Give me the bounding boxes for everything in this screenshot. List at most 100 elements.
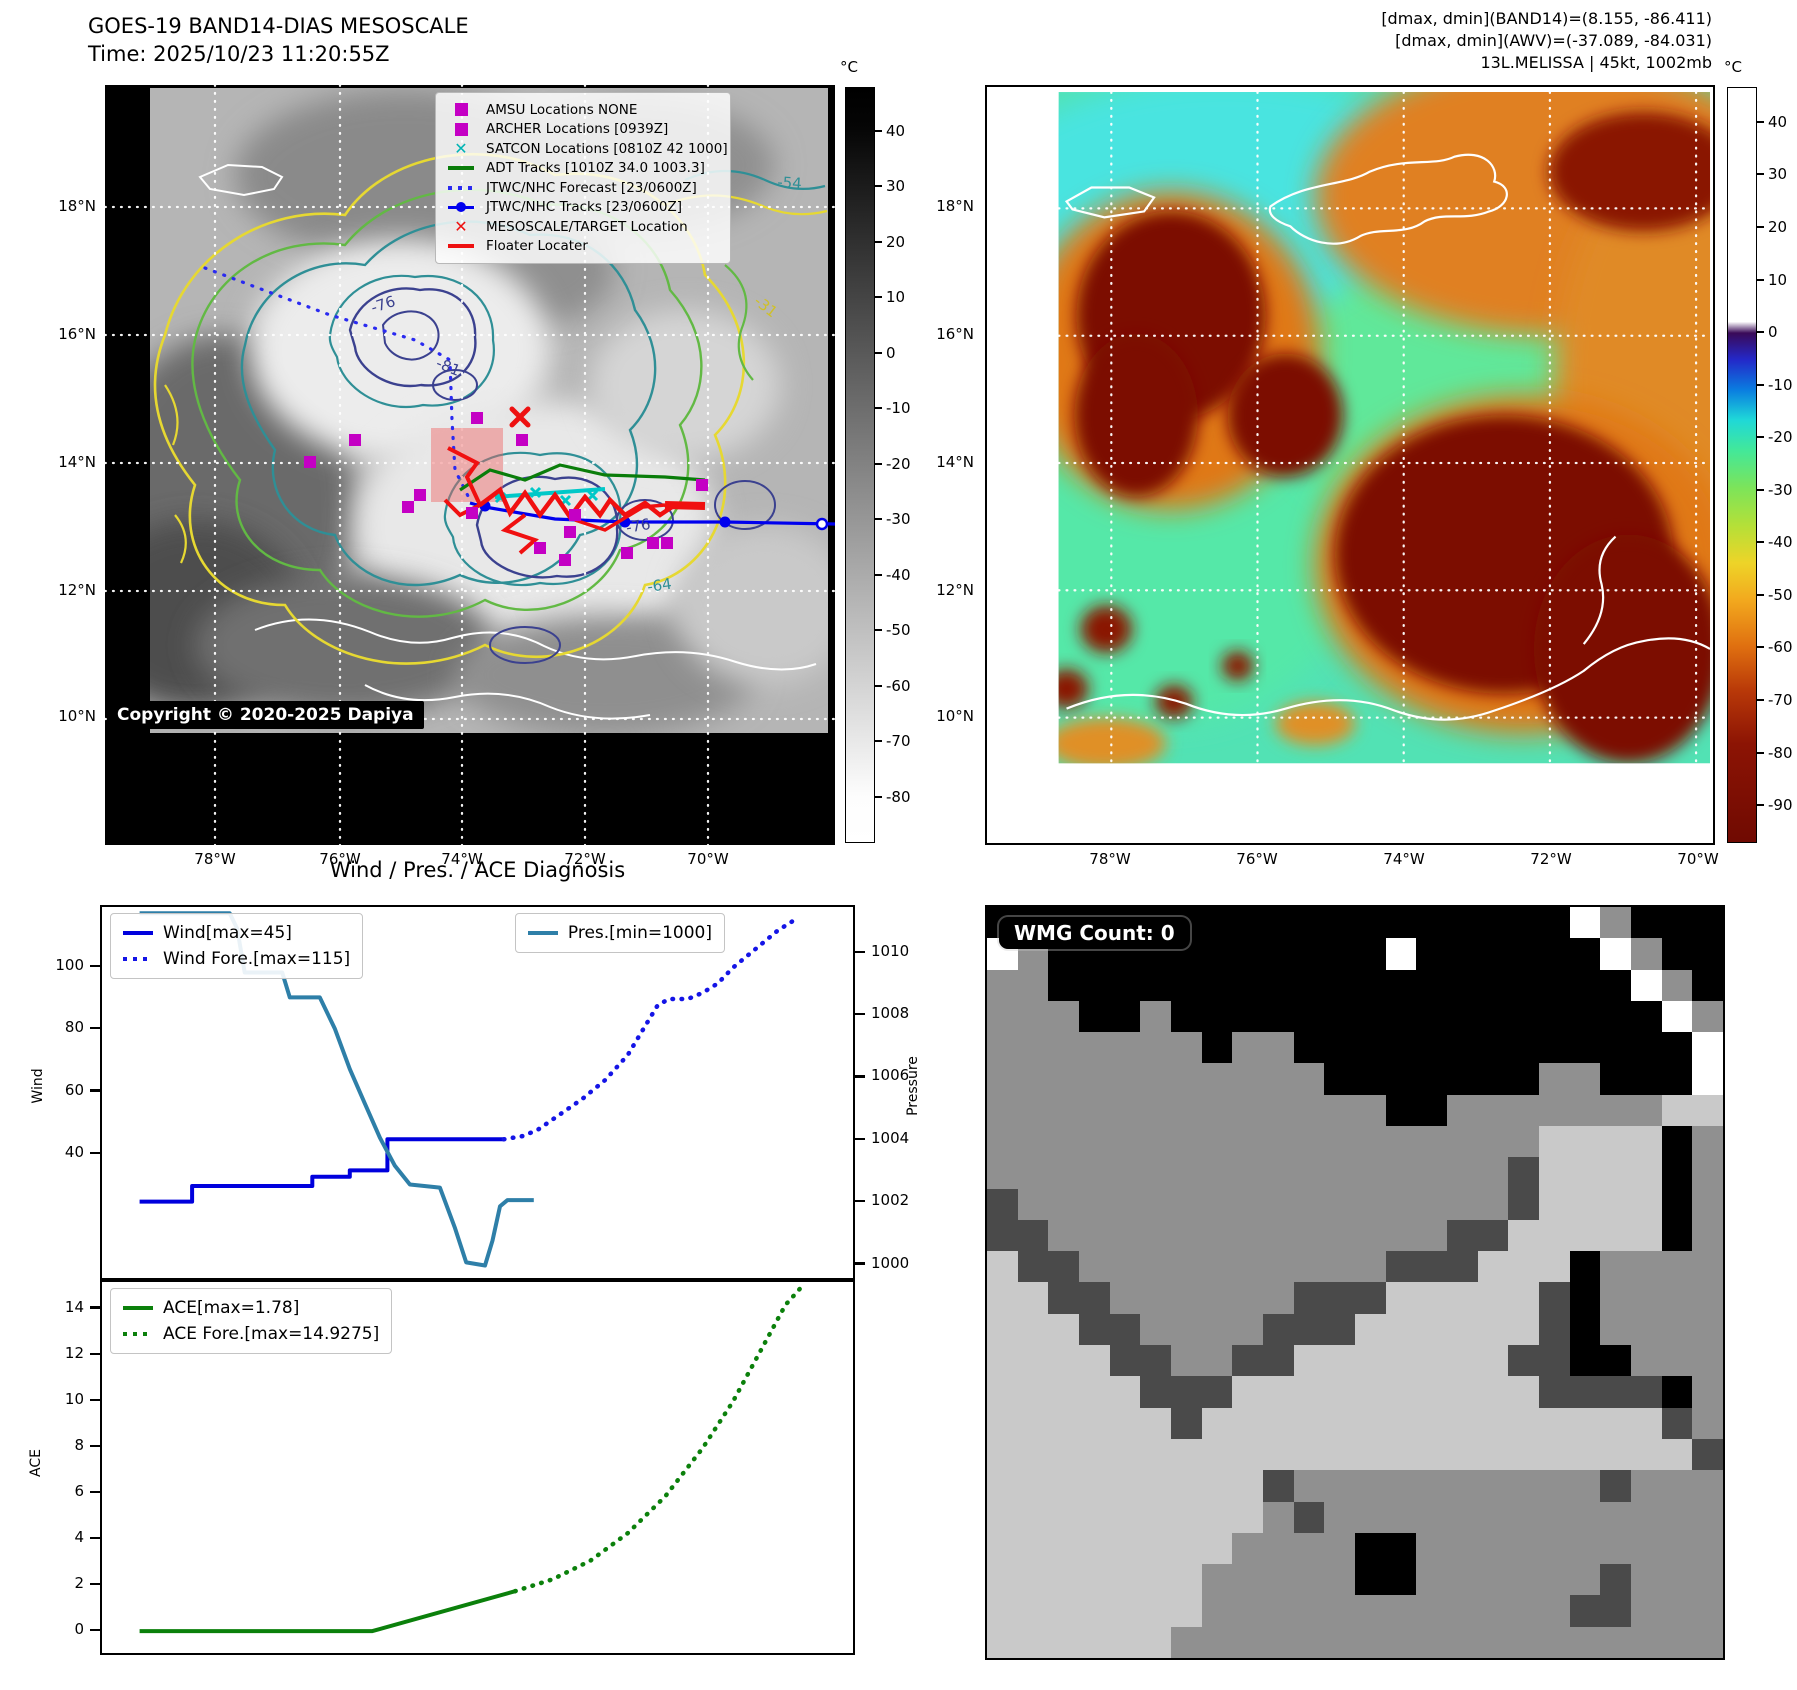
ace-chart: ACE[max=1.78] ACE Fore.[max=14.9275] [100,1280,855,1655]
wmg-pixel [1293,1501,1325,1533]
wmg-pixel [987,1094,1018,1127]
wmg-pixel [1017,1251,1049,1283]
wmg-pixel [1692,1438,1723,1471]
wmg-pixel [1416,1000,1447,1033]
wmg-pixel [1201,1438,1233,1471]
wmg-pixel [1538,969,1570,1001]
wmg-pixel [1262,1438,1294,1471]
dmax-band14: [dmax, dmin](BAND14)=(8.155, -86.411) [1381,9,1712,28]
legend-item: ACE Fore.[max=14.9275] [123,1321,379,1347]
colorbar-tick [874,684,882,687]
lat-tick-label: 10°N [936,707,974,725]
wmg-pixel [1170,1188,1202,1220]
wmg-pixel [1416,1219,1447,1252]
wmg-pixel [1048,1376,1079,1408]
wmg-pixel [1078,1063,1110,1095]
line-icon [446,244,476,249]
wmg-pixel [1446,969,1478,1001]
wmg-pixel [1354,1626,1386,1658]
wmg-pixel [1262,1251,1294,1283]
lat-tick-label: 12°N [58,581,96,599]
colorbar-tick [1756,593,1764,596]
wmg-pixel [1538,1470,1570,1502]
wmg-pixel [1600,1438,1631,1471]
wmg-pixel [1600,1470,1631,1502]
wmg-pixel [1692,1313,1723,1346]
contour-label: -64 [646,575,673,596]
colorbar-tick-label: -10 [886,399,911,418]
wmg-pixel [1017,1345,1049,1377]
wmg-pixel [1538,1188,1570,1220]
wmg-pixel [1324,1063,1355,1095]
legend-label: MESOSCALE/TARGET Location [486,218,688,235]
chart-legend: Wind[max=45] Wind Fore.[max=115] [110,913,364,979]
wmg-pixel [1661,1188,1693,1220]
wmg-pixel [1600,1000,1631,1033]
axis-tick-label: 1002 [871,1191,910,1210]
wmg-pixel [1692,1063,1723,1095]
wmg-pixel [1692,1188,1723,1220]
wmg-pixel [1170,1063,1202,1095]
colorbar-tick-label: 20 [886,232,906,251]
wmg-pixel [1477,1094,1509,1127]
wmg-pixel [1416,1251,1447,1283]
wmg-pixel [1354,1313,1386,1346]
target-x-icon [509,406,531,428]
wmg-pixel [1140,1345,1171,1377]
wmg-pixel [1446,1501,1478,1533]
colorbar-tick [874,351,882,354]
colorbar-tick-label: -80 [886,787,911,806]
wmg-pixel [1446,1094,1478,1127]
wmg-pixel [1477,938,1509,970]
wmg-pixel [1385,1407,1417,1439]
wmg-pixel [1416,1032,1447,1064]
wmg-pixel [1140,969,1171,1001]
wmg-pixel [1324,1626,1355,1658]
wmg-pixel [1569,1438,1601,1471]
wmg-pixel [1661,1626,1693,1658]
wmg-pixel [1569,1157,1601,1189]
wmg-pixel [1140,1376,1171,1408]
wmg-pixel [1109,1532,1141,1565]
wmg-pixel [1201,1157,1233,1189]
wmg-pixel [1017,1626,1049,1658]
wmg-pixel [1078,1126,1110,1158]
wmg-pixel [1140,1470,1171,1502]
wmg-pixel [1446,1282,1478,1314]
wmg-pixel [1446,1000,1478,1033]
series-wind-fore-max-115- [501,918,796,1142]
wmg-pixel [1293,1564,1325,1596]
wmg-pixel [1416,1595,1447,1627]
lat-tick-label: 16°N [936,325,974,343]
wmg-pixel [1324,1564,1355,1596]
wmg-pixel [1324,1157,1355,1189]
wmg-pixel [1508,938,1539,970]
wmg-pixel [1201,1532,1233,1565]
wmg-pixel [1201,1626,1233,1658]
wmg-pixel [1109,1345,1141,1377]
wmg-pixel [1201,1063,1233,1095]
wmg-pixel [1109,1000,1141,1033]
wmg-pixel [1446,1345,1478,1377]
legend-label: AMSU Locations NONE [486,101,638,118]
wmg-pixel [1630,1501,1662,1533]
wmg-pixel [1109,1063,1141,1095]
legend-item: ARCHER Locations [0939Z] [446,120,720,140]
wmg-pixel [1416,1501,1447,1533]
wmg-pixel [1017,1438,1049,1471]
wmg-pixel [1508,1470,1539,1502]
wmg-pixel [1538,1501,1570,1533]
wmg-pixel [1416,1376,1447,1408]
wmg-pixel [1324,1470,1355,1502]
wmg-pixel [1201,1000,1233,1033]
awv-map-image [1057,90,1712,765]
wmg-pixel [1508,1219,1539,1252]
wmg-count-badge: WMG Count: 0 [999,917,1190,949]
colorbar-tick [874,129,882,132]
wmg-pixel [1201,1126,1233,1158]
wmg-pixel [1354,1032,1386,1064]
wmg-pixel [1048,1094,1079,1127]
wmg-pixel [1109,1313,1141,1346]
legend-item: JTWC/NHC Tracks [23/0600Z] [446,198,720,218]
wmg-pixel [1630,1157,1662,1189]
